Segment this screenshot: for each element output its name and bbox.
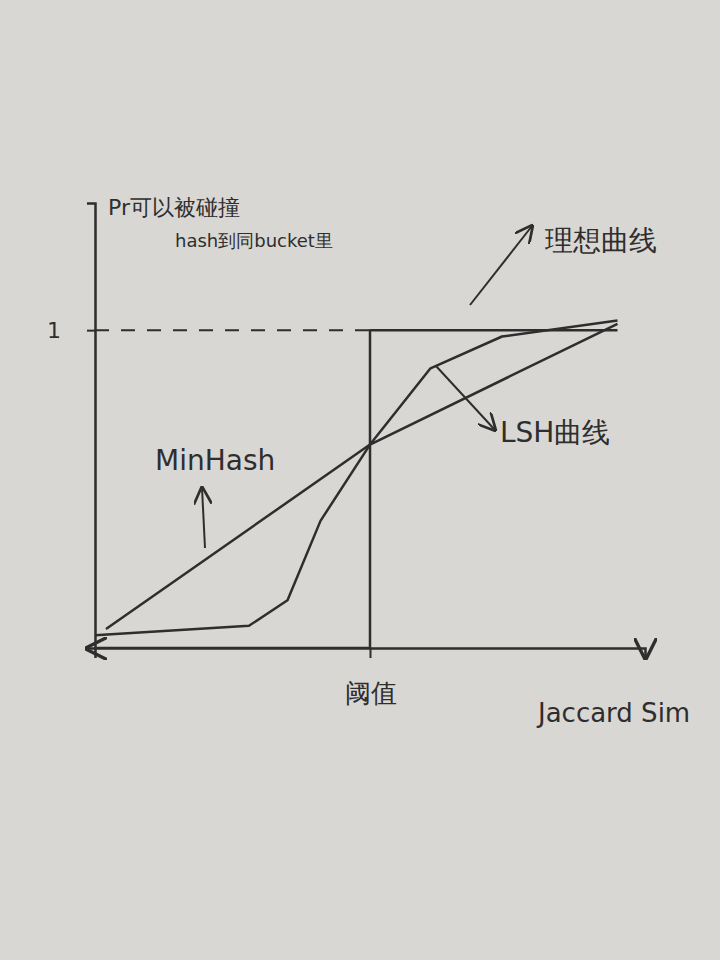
x-tick-mark	[370, 648, 372, 658]
y-guide-line	[95, 329, 370, 331]
series-line	[106, 324, 618, 629]
series-label: MinHash	[155, 444, 275, 477]
y-axis: 1	[47, 204, 96, 649]
y-tick-label: 1	[47, 318, 61, 343]
y-tick-mark	[87, 330, 95, 332]
annotation-arrow	[436, 366, 495, 430]
annotation-arrow	[470, 226, 532, 305]
series-line	[95, 330, 618, 648]
chart: 阈值 1 理想曲线 LSH曲线 MinHash Pr可以被碰撞 hash到同bucket里 J…	[0, 0, 720, 960]
y-axis-title: Pr可以被碰撞	[108, 195, 240, 220]
annotations: 理想曲线 LSH曲线 MinHash	[155, 224, 657, 548]
annotation-arrow	[202, 488, 205, 548]
plot-area	[95, 321, 618, 648]
series-line	[95, 321, 618, 636]
x-axis-line	[96, 649, 646, 659]
x-tick: 阈值	[345, 648, 397, 708]
x-axis-title: Jaccard Sim	[536, 698, 690, 728]
guides	[95, 330, 370, 331]
series-label: LSH曲线	[500, 416, 610, 449]
y-axis-line	[87, 204, 96, 649]
y-tick: 1	[47, 318, 95, 343]
series-label: 理想曲线	[545, 224, 657, 257]
y-axis-title: hash到同bucket里	[175, 230, 333, 251]
x-tick-label: 阈值	[345, 678, 397, 708]
